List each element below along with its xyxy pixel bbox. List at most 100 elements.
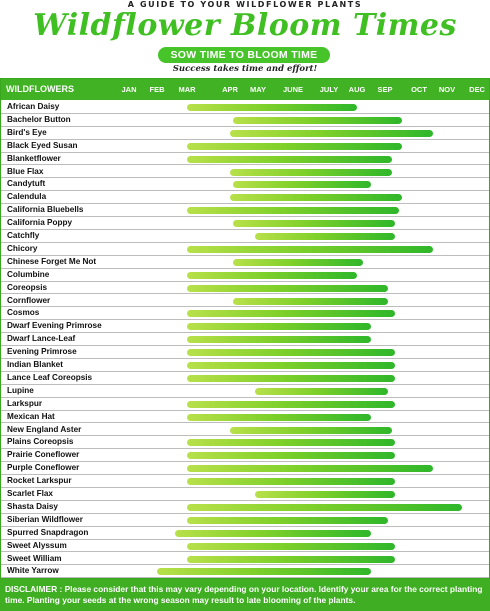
- flower-name: Sweet William: [7, 553, 62, 563]
- bloom-bar: [232, 181, 371, 189]
- table-row: Candytuft: [1, 178, 489, 192]
- bloom-bar: [187, 323, 371, 331]
- bloom-bar: [187, 516, 389, 524]
- kicker-text: A GUIDE TO YOUR WILDFLOWER PLANTS: [127, 0, 363, 9]
- flower-name: New England Aster: [7, 424, 82, 434]
- table-row: Calendula: [1, 191, 489, 205]
- bloom-bar: [187, 452, 396, 460]
- table-row: Chinese Forget Me Not: [1, 256, 489, 269]
- flower-name: Purple Coneflower: [7, 463, 80, 473]
- table-row: Coreopsis: [1, 282, 489, 295]
- subtitle-pill: SOW TIME TO BLOOM TIME: [158, 47, 330, 63]
- column-header: WILDFLOWERS JAN FEB MAR APR MAY JUNE JULY AUG SE…: [1, 79, 489, 100]
- bloom-bar: [187, 155, 392, 163]
- month-label-aug: AUG: [348, 85, 366, 94]
- month-label-dec: DEC: [469, 85, 485, 94]
- flower-name: Chinese Forget Me Not: [7, 256, 97, 266]
- month-label-apr: APR: [222, 85, 238, 94]
- table-row: Rocket Larkspur: [1, 475, 489, 488]
- bloom-bar: [232, 116, 402, 124]
- month-label-nov: NOV: [438, 85, 456, 94]
- bloom-bar: [187, 310, 396, 318]
- table-row: Plains Coreopsis: [1, 436, 489, 450]
- table-row: Cosmos: [1, 307, 489, 321]
- flower-name: Evening Primrose: [7, 347, 77, 357]
- page-title: Wildflower Bloom Times: [33, 8, 457, 43]
- flower-name: Siberian Wildflower: [7, 514, 83, 524]
- flower-name: African Daisy: [7, 102, 60, 111]
- table-row: Lance Leaf Coreopsis: [1, 372, 489, 385]
- table-row: Bird's Eye: [1, 127, 489, 140]
- month-label-jan: JAN: [121, 85, 137, 94]
- bloom-bar: [187, 400, 396, 408]
- flower-name: Calendula: [7, 192, 47, 202]
- disclaimer-label: DISCLAIMER :: [5, 584, 63, 594]
- bloom-bar: [187, 104, 357, 111]
- bloom-bar: [187, 503, 462, 511]
- flower-name: Catchfly: [7, 231, 40, 240]
- bloom-chart: WILDFLOWERS JAN FEB MAR APR MAY JUNE JULY AUG SE…: [0, 78, 490, 579]
- table-row: Sweet William: [1, 553, 489, 566]
- table-row: Purple Coneflower: [1, 462, 489, 476]
- bloom-bar: [187, 439, 396, 447]
- table-row: Indian Blanket: [1, 359, 489, 372]
- month-label-mar: MAR: [178, 85, 196, 94]
- table-row: Blue Flax: [1, 166, 489, 179]
- flower-name: Scarlet Flax: [7, 489, 53, 498]
- bloom-bar: [187, 478, 396, 486]
- table-row: Shasta Daisy: [1, 501, 489, 514]
- table-row: Larkspur: [1, 398, 489, 411]
- table-row: Spurred Snapdragon: [1, 527, 489, 540]
- table-row: California Bluebells: [1, 204, 489, 218]
- flower-name: California Poppy: [7, 218, 73, 228]
- row-header-label: WILDFLOWERS: [6, 84, 74, 94]
- bloom-bar: [187, 245, 433, 253]
- flower-name: Cornflower: [7, 295, 51, 305]
- bloom-bar: [187, 349, 396, 357]
- header: A GUIDE TO YOUR WILDFLOWER PLANTS Wildfl…: [0, 0, 490, 78]
- flower-name: Blanketflower: [7, 153, 61, 163]
- table-row: Scarlet Flax: [1, 488, 489, 501]
- flower-name: Rocket Larkspur: [7, 476, 72, 486]
- flower-name: Lance Leaf Coreopsis: [7, 372, 93, 382]
- bloom-bar: [187, 542, 396, 550]
- tagline: Success takes time and effort!: [172, 64, 318, 74]
- flower-name: Spurred Snapdragon: [7, 527, 89, 537]
- bloom-bar: [230, 426, 392, 434]
- table-row: White Yarrow: [1, 565, 489, 579]
- bloom-bar: [187, 362, 396, 369]
- table-row: New England Aster: [1, 424, 489, 437]
- month-label-may: MAY: [250, 85, 266, 94]
- bloom-bar: [255, 491, 396, 498]
- bloom-bar: [187, 271, 357, 279]
- month-label-june: JUNE: [282, 85, 303, 94]
- flower-name: Indian Blanket: [7, 360, 63, 369]
- flower-name: White Yarrow: [7, 566, 59, 576]
- table-row: Sweet Alyssum: [1, 540, 489, 553]
- flower-name: Candytuft: [7, 179, 46, 189]
- disclaimer-body: Please consider that this may vary depen…: [5, 584, 483, 605]
- bloom-bar: [232, 297, 389, 305]
- table-row: Siberian Wildflower: [1, 514, 489, 527]
- flower-name: Coreopsis: [7, 282, 48, 292]
- table-row: Lupine: [1, 385, 489, 398]
- table-row: Catchfly: [1, 230, 489, 243]
- month-label-sep: SEP: [377, 85, 393, 94]
- month-label-july: JULY: [319, 85, 339, 94]
- bloom-bar: [187, 336, 371, 344]
- table-row: Blanketflower: [1, 153, 489, 166]
- bloom-bar: [187, 284, 389, 292]
- bloom-bar: [157, 568, 371, 576]
- flower-name: Bird's Eye: [7, 127, 47, 137]
- bloom-bar: [187, 207, 399, 215]
- bloom-bar: [187, 413, 371, 421]
- flower-name: Dwarf Lance-Leaf: [7, 334, 76, 344]
- month-label-feb: FEB: [149, 85, 165, 94]
- table-row: Dwarf Lance-Leaf: [1, 333, 489, 347]
- flower-name: Bachelor Button: [7, 114, 71, 124]
- disclaimer-text: DISCLAIMER : Please consider that this m…: [5, 584, 485, 606]
- flower-name: Chicory: [7, 243, 38, 253]
- flower-name: California Bluebells: [7, 205, 84, 215]
- flower-name: Prairie Coneflower: [7, 450, 80, 460]
- table-row: Evening Primrose: [1, 346, 489, 359]
